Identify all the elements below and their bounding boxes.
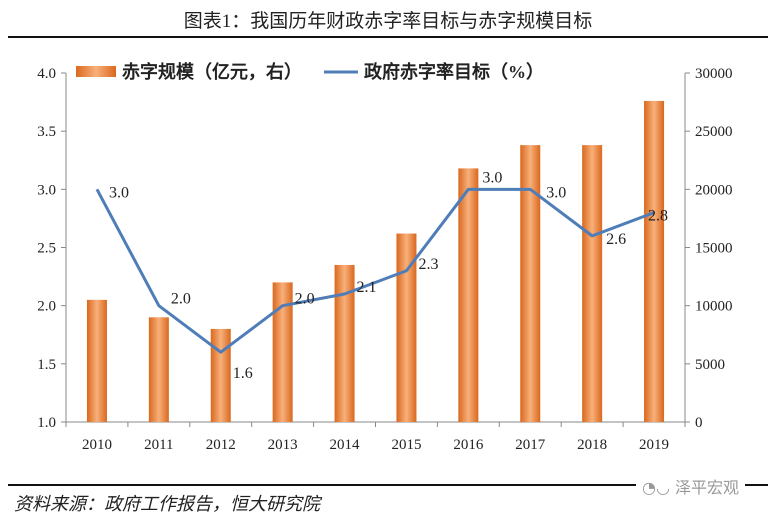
data-label-2011: 2.0 bbox=[171, 291, 191, 308]
bar-2013 bbox=[272, 282, 293, 422]
wechat-icon: ◔◡ bbox=[642, 478, 676, 497]
bar-2017 bbox=[520, 145, 541, 423]
title-divider bbox=[8, 36, 768, 38]
left-tick-label: 1.5 bbox=[37, 357, 56, 373]
watermark-text: 泽平宏观 bbox=[675, 478, 740, 497]
x-tick-label: 2010 bbox=[82, 437, 112, 453]
x-tick-label: 2011 bbox=[144, 437, 173, 453]
left-tick-label: 2.5 bbox=[37, 241, 56, 257]
x-tick-label: 2012 bbox=[206, 437, 236, 453]
bar-2015 bbox=[396, 233, 417, 422]
data-label-2010: 3.0 bbox=[109, 184, 129, 201]
figure-title: 图表1：我国历年财政赤字率目标与赤字规模目标 bbox=[183, 11, 593, 32]
left-tick-label: 2.0 bbox=[37, 299, 56, 315]
watermark-logo: ◔◡ 泽平宏观 bbox=[636, 474, 746, 498]
data-label-2019: 2.8 bbox=[648, 208, 668, 225]
left-tick-label: 3.0 bbox=[37, 182, 56, 198]
bar-2019 bbox=[644, 100, 665, 423]
data-label-2018: 2.6 bbox=[606, 231, 626, 248]
right-tick-label: 10000 bbox=[695, 299, 733, 315]
bar-2016 bbox=[458, 168, 479, 422]
right-tick-label: 15000 bbox=[695, 241, 733, 257]
bar-2018 bbox=[582, 145, 603, 423]
right-tick-label: 0 bbox=[695, 415, 703, 431]
source-note: 资料来源：政府工作报告，恒大研究院 bbox=[14, 494, 320, 514]
source-divider bbox=[8, 484, 768, 486]
x-tick-label: 2015 bbox=[391, 437, 421, 453]
bar-2011 bbox=[148, 317, 169, 422]
x-tick-label: 2016 bbox=[453, 437, 484, 453]
x-tick-label: 2019 bbox=[639, 437, 669, 453]
data-label-2015: 2.3 bbox=[418, 256, 438, 273]
right-tick-label: 25000 bbox=[695, 124, 733, 140]
chart: 1.0 1.5 2.0 2.5 3.0 3.5 4.0 0 5000 10000 15000 2000… bbox=[37, 61, 733, 453]
left-tick-label: 3.5 bbox=[37, 124, 56, 140]
bar-2012 bbox=[210, 328, 231, 422]
bar-2010 bbox=[86, 299, 107, 422]
data-label-2014: 2.1 bbox=[357, 279, 377, 296]
left-tick-label: 4.0 bbox=[37, 66, 56, 82]
data-label-2017: 3.0 bbox=[546, 184, 566, 201]
x-tick-label: 2014 bbox=[330, 437, 361, 453]
right-tick-label: 5000 bbox=[695, 357, 725, 373]
data-label-2012: 1.6 bbox=[233, 365, 253, 382]
left-tick-label: 1.0 bbox=[37, 415, 56, 431]
x-tick-label: 2018 bbox=[577, 437, 607, 453]
right-tick-label: 30000 bbox=[695, 66, 733, 82]
legend: 赤字规模（亿元，右） 政府赤字率目标（%） bbox=[76, 61, 544, 82]
bar-2014 bbox=[334, 264, 355, 422]
legend-bar-label: 赤字规模（亿元，右） bbox=[122, 61, 302, 82]
data-label-2013: 2.0 bbox=[295, 291, 315, 308]
right-tick-label: 20000 bbox=[695, 182, 733, 198]
legend-bar-swatch bbox=[76, 66, 116, 77]
legend-line-label: 政府赤字率目标（%） bbox=[364, 61, 544, 82]
x-tick-label: 2017 bbox=[515, 437, 546, 453]
x-tick-label: 2013 bbox=[268, 437, 298, 453]
deficit-rate-line bbox=[95, 187, 655, 354]
data-label-2016: 3.0 bbox=[482, 169, 502, 186]
